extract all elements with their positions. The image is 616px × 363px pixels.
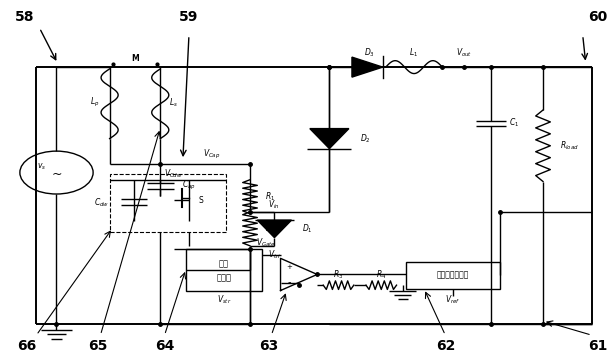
Text: $C_{ap}$: $C_{ap}$ <box>182 179 195 192</box>
Text: $V_{tri}$: $V_{tri}$ <box>269 249 282 261</box>
Text: $V_{out}$: $V_{out}$ <box>456 46 472 59</box>
Text: $D_2$: $D_2$ <box>360 132 371 145</box>
Bar <box>406 262 500 289</box>
Text: $D_3$: $D_3$ <box>363 46 375 59</box>
Text: $v_s$: $v_s$ <box>36 162 46 172</box>
Text: $D_1$: $D_1$ <box>302 223 313 235</box>
Text: 59: 59 <box>179 10 198 24</box>
Text: 64: 64 <box>155 339 174 353</box>
Text: S: S <box>199 196 203 205</box>
Text: 58: 58 <box>14 10 34 24</box>
Text: $V_{ref}$: $V_{ref}$ <box>445 293 461 306</box>
Text: $R_{load}$: $R_{load}$ <box>560 139 579 152</box>
Text: 66: 66 <box>18 339 37 353</box>
Text: 单稳: 单稳 <box>219 259 229 268</box>
Text: -: - <box>288 277 291 287</box>
Text: $R_4$: $R_4$ <box>376 268 386 281</box>
Text: $V_{in}$: $V_{in}$ <box>269 199 280 211</box>
Text: ~: ~ <box>51 168 62 181</box>
Text: $V_{Cap}$: $V_{Cap}$ <box>203 148 220 161</box>
Text: 60: 60 <box>588 10 607 24</box>
Text: $L_p$: $L_p$ <box>90 96 99 109</box>
Text: +: + <box>287 264 293 270</box>
Text: 比例积分控制器: 比例积分控制器 <box>437 271 469 280</box>
Bar <box>186 249 262 290</box>
Text: 61: 61 <box>588 339 607 353</box>
Polygon shape <box>257 220 291 238</box>
Text: $L_1$: $L_1$ <box>410 46 419 59</box>
Text: 63: 63 <box>259 339 278 353</box>
Text: $R_1$: $R_1$ <box>265 191 275 203</box>
Text: 62: 62 <box>436 339 455 353</box>
Text: $L_s$: $L_s$ <box>169 97 178 109</box>
Text: $V_{Cdw}$: $V_{Cdw}$ <box>164 167 183 180</box>
Text: 触发器: 触发器 <box>217 274 232 283</box>
Bar <box>110 174 225 232</box>
Polygon shape <box>280 258 317 290</box>
Text: $C_{dw}$: $C_{dw}$ <box>94 197 110 209</box>
Text: $V_{str}$: $V_{str}$ <box>217 293 232 306</box>
Text: $R_2$: $R_2$ <box>265 223 275 235</box>
Text: $C_1$: $C_1$ <box>509 117 520 130</box>
Text: M: M <box>131 54 139 63</box>
Text: 65: 65 <box>87 339 107 353</box>
Polygon shape <box>352 57 383 77</box>
Text: $V_{Gate}$: $V_{Gate}$ <box>256 236 276 249</box>
Polygon shape <box>310 129 349 148</box>
Text: $R_3$: $R_3$ <box>333 268 344 281</box>
